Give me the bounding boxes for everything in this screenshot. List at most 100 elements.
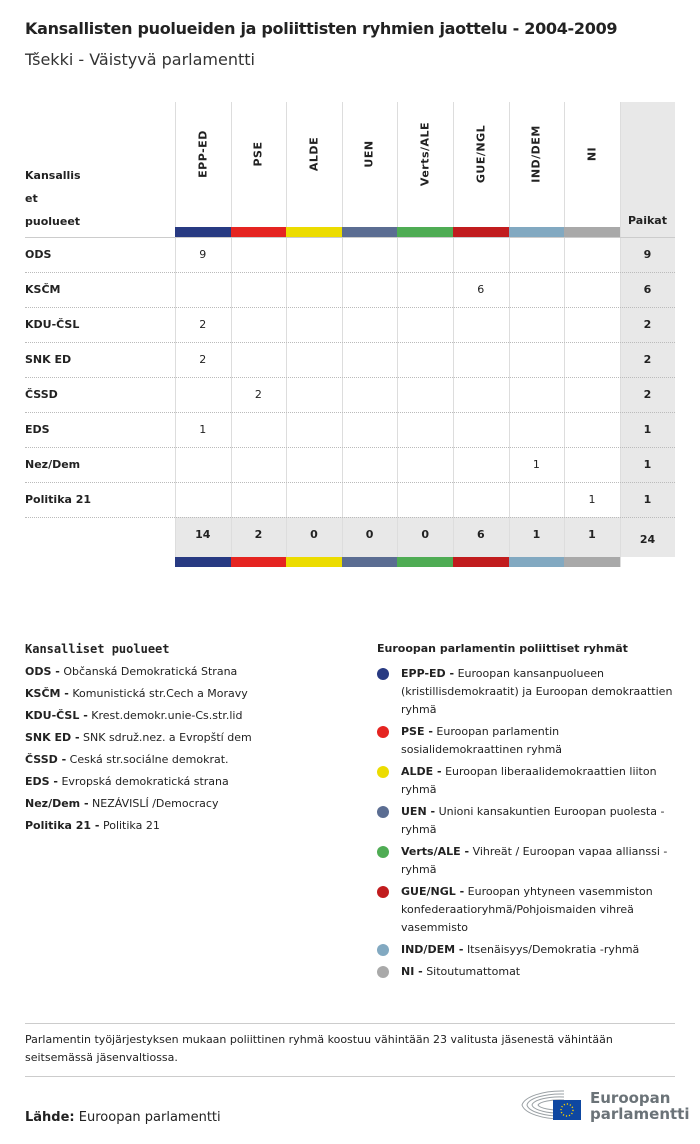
chart-title: Kansallisten puolueiden ja poliittisten … [25,19,618,38]
group-full-name: Unioni kansakuntien Euroopan puolesta - … [401,805,665,836]
group-color-bar [564,557,620,567]
seat-count: 2 [254,388,262,401]
group-abbr: GUE/NGL - [401,885,465,898]
group-full-name: Vihreät / Euroopan vapaa allianssi - ryh… [401,845,668,876]
row-header-line: Kansallis [25,169,81,182]
group-full-name: Euroopan parlamentin sosialidemokraattin… [401,725,563,756]
party-full-name: NEZÁVISLÍ /Democracy [92,797,219,810]
party-legend-item: Nez/Dem - NEZÁVISLÍ /Democracy [25,797,252,819]
group-header-epped: EPP-ED [175,102,230,227]
group-color-bar [508,227,565,237]
party-name: ODS [25,248,52,261]
party-legend-item: ČSSD - Ceská str.sociálne demokrat. [25,753,252,775]
party-abbr: Nez/Dem - [25,797,89,810]
group-total: 0 [365,528,374,541]
legend-dot-icon [377,726,389,738]
group-color-bar [453,557,509,567]
party-legend-item: SNK ED - SNK sdruž.nez. a Evropští dem [25,731,252,753]
totals-row-bg [175,517,675,557]
logo-text: Euroopan parlamentti [590,1090,690,1122]
party-legend: Kansalliset puolueet ODS - Občanská Demo… [25,642,252,841]
group-legend-title: Euroopan parlamentin poliittiset ryhmät [377,642,628,655]
source-value: Euroopan parlamentti [78,1110,221,1125]
seat-count: 1 [532,458,540,471]
group-abbr: Verts/ALE - [401,845,470,858]
group-color-bar [341,227,398,237]
party-full-name: Občanská Demokratická Strana [63,665,238,678]
header-rule [25,237,675,238]
party-full-name: Politika 21 [102,819,160,832]
total-column-bg [620,102,675,237]
table-row: ČSSD 2 2 [25,377,675,413]
group-header-label: EPP-ED [196,130,209,178]
party-name: EDS [25,423,50,436]
seat-count: 1 [199,423,207,436]
seat-count: 2 [199,318,207,331]
party-legend-item: ODS - Občanská Demokratická Strana [25,665,252,687]
group-header-label: ALDE [307,136,321,172]
group-header-pse: PSE [231,102,286,227]
group-header-uen: UEN [342,102,397,227]
group-legend-item: IND/DEM - Itsenäisyys/Demokratia -ryhmä [377,941,677,959]
total-header: Paikat [628,214,667,227]
row-total: 2 [643,388,652,401]
row-total: 1 [643,423,652,436]
group-full-name: Euroopan liberaalidemokraattien liiton r… [401,765,657,796]
party-abbr: Politika 21 - [25,819,100,832]
group-legend-item: ALDE - Euroopan liberaalidemokraattien l… [377,763,677,799]
party-abbr: EDS - [25,775,58,788]
group-color-bar [453,227,509,237]
table-row: Nez/Dem 1 1 [25,447,675,483]
group-color-bar [286,557,342,567]
group-total: 0 [421,528,430,541]
group-full-name: Sitoutumattomat [426,965,521,978]
table-row: KDU-ČSL 2 2 [25,307,675,343]
grid-line [397,102,399,567]
group-header-label: UEN [362,140,376,168]
group-legend: Euroopan parlamentin poliittiset ryhmät … [377,642,677,985]
group-color-bar [341,557,398,567]
chart-subtitle: Tšekki - Väistyvä parlamentti [25,50,255,69]
row-total: 9 [643,248,652,261]
legend-dot-icon [377,846,389,858]
row-total: 1 [643,458,652,471]
group-total: 6 [476,528,485,541]
group-abbr: EPP-ED - [401,667,455,680]
grid-line [230,102,232,567]
european-parliament-logo-icon [521,1090,581,1120]
party-full-name: Evropská demokratická strana [61,775,229,788]
grid-line [453,102,454,567]
table-row: KSČM 6 6 [25,272,675,308]
legend-dot-icon [377,668,389,680]
group-total: 0 [310,528,318,541]
group-color-bar [397,557,453,567]
group-full-name: Euroopan yhtyneen vasemmiston konfederaa… [401,885,653,934]
seat-count: 6 [477,283,485,296]
party-name: Politika 21 [25,493,92,506]
row-total: 1 [643,493,652,506]
party-legend-item: EDS - Evropská demokratická strana [25,775,252,797]
row-header: Kansallis et puolueet [25,164,81,233]
group-color-bar [508,557,565,567]
group-color-bar [230,557,287,567]
group-color-bar [286,227,342,237]
grid-line [619,102,621,567]
group-total: 2 [254,528,263,541]
table-row: EDS 1 1 [25,412,675,448]
group-legend-item: UEN - Unioni kansakuntien Euroopan puole… [377,803,677,839]
group-legend-item: Verts/ALE - Vihreät / Euroopan vapaa all… [377,843,677,879]
group-header-guengl: GUE/NGL [453,102,508,227]
group-legend-item: EPP-ED - Euroopan kansanpuolueen (kristi… [377,665,677,719]
group-total: 1 [588,528,596,541]
group-legend-item: GUE/NGL - Euroopan yhtyneen vasemmiston … [377,883,677,937]
group-header-ni: NI [564,102,619,227]
group-full-name: Itsenäisyys/Demokratia -ryhmä [466,943,640,956]
party-full-name: SNK sdruž.nez. a Evropští dem [83,731,252,744]
group-abbr: IND/DEM - [401,943,464,956]
grid-line [564,102,566,567]
group-legend-item: NI - Sitoutumattomat [377,963,677,981]
table-row: SNK ED 2 2 [25,342,675,378]
grid-line [175,102,176,567]
group-abbr: UEN - [401,805,436,818]
